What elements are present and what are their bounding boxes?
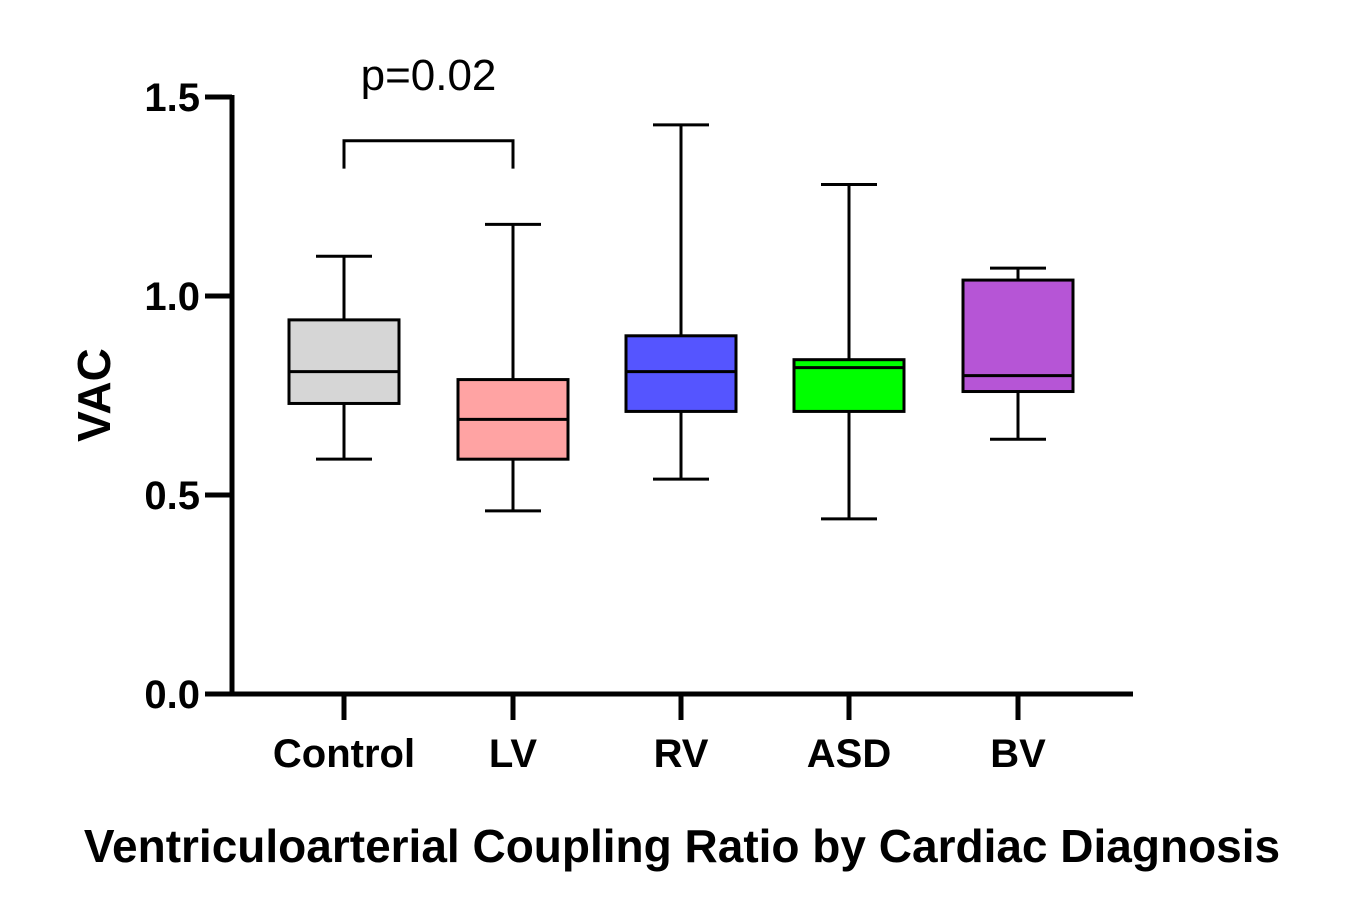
y-tick-label: 0.5 [144,474,200,518]
y-tick-label: 1.0 [144,275,200,319]
significance-bracket [342,139,515,169]
x-tick-label-asd: ASD [807,732,891,776]
box-control [287,318,401,405]
y-tick-label: 0.0 [144,673,200,717]
x-tick-label-bv: BV [990,732,1046,776]
y-tick-label: 1.5 [144,76,200,120]
labels: 0.0 0.5 1.0 1.5 Control LV RV ASD BV VAC Ventricul… [68,76,1280,872]
annotations: p=0.02 [342,51,515,169]
x-axis-title: Ventriculoarterial Coupling Ratio by Car… [84,820,1280,872]
box-bv [961,278,1075,394]
y-axis-label: VAC [68,348,120,442]
x-tick-label-rv: RV [654,732,709,776]
x-tick-label-lv: LV [489,732,537,776]
axes [205,94,1133,720]
whiskers [316,123,1046,521]
x-tick-label-control: Control [273,732,415,776]
box-rv [624,334,738,413]
p-value-annotation: p=0.02 [361,51,497,100]
boxes [287,278,1075,461]
